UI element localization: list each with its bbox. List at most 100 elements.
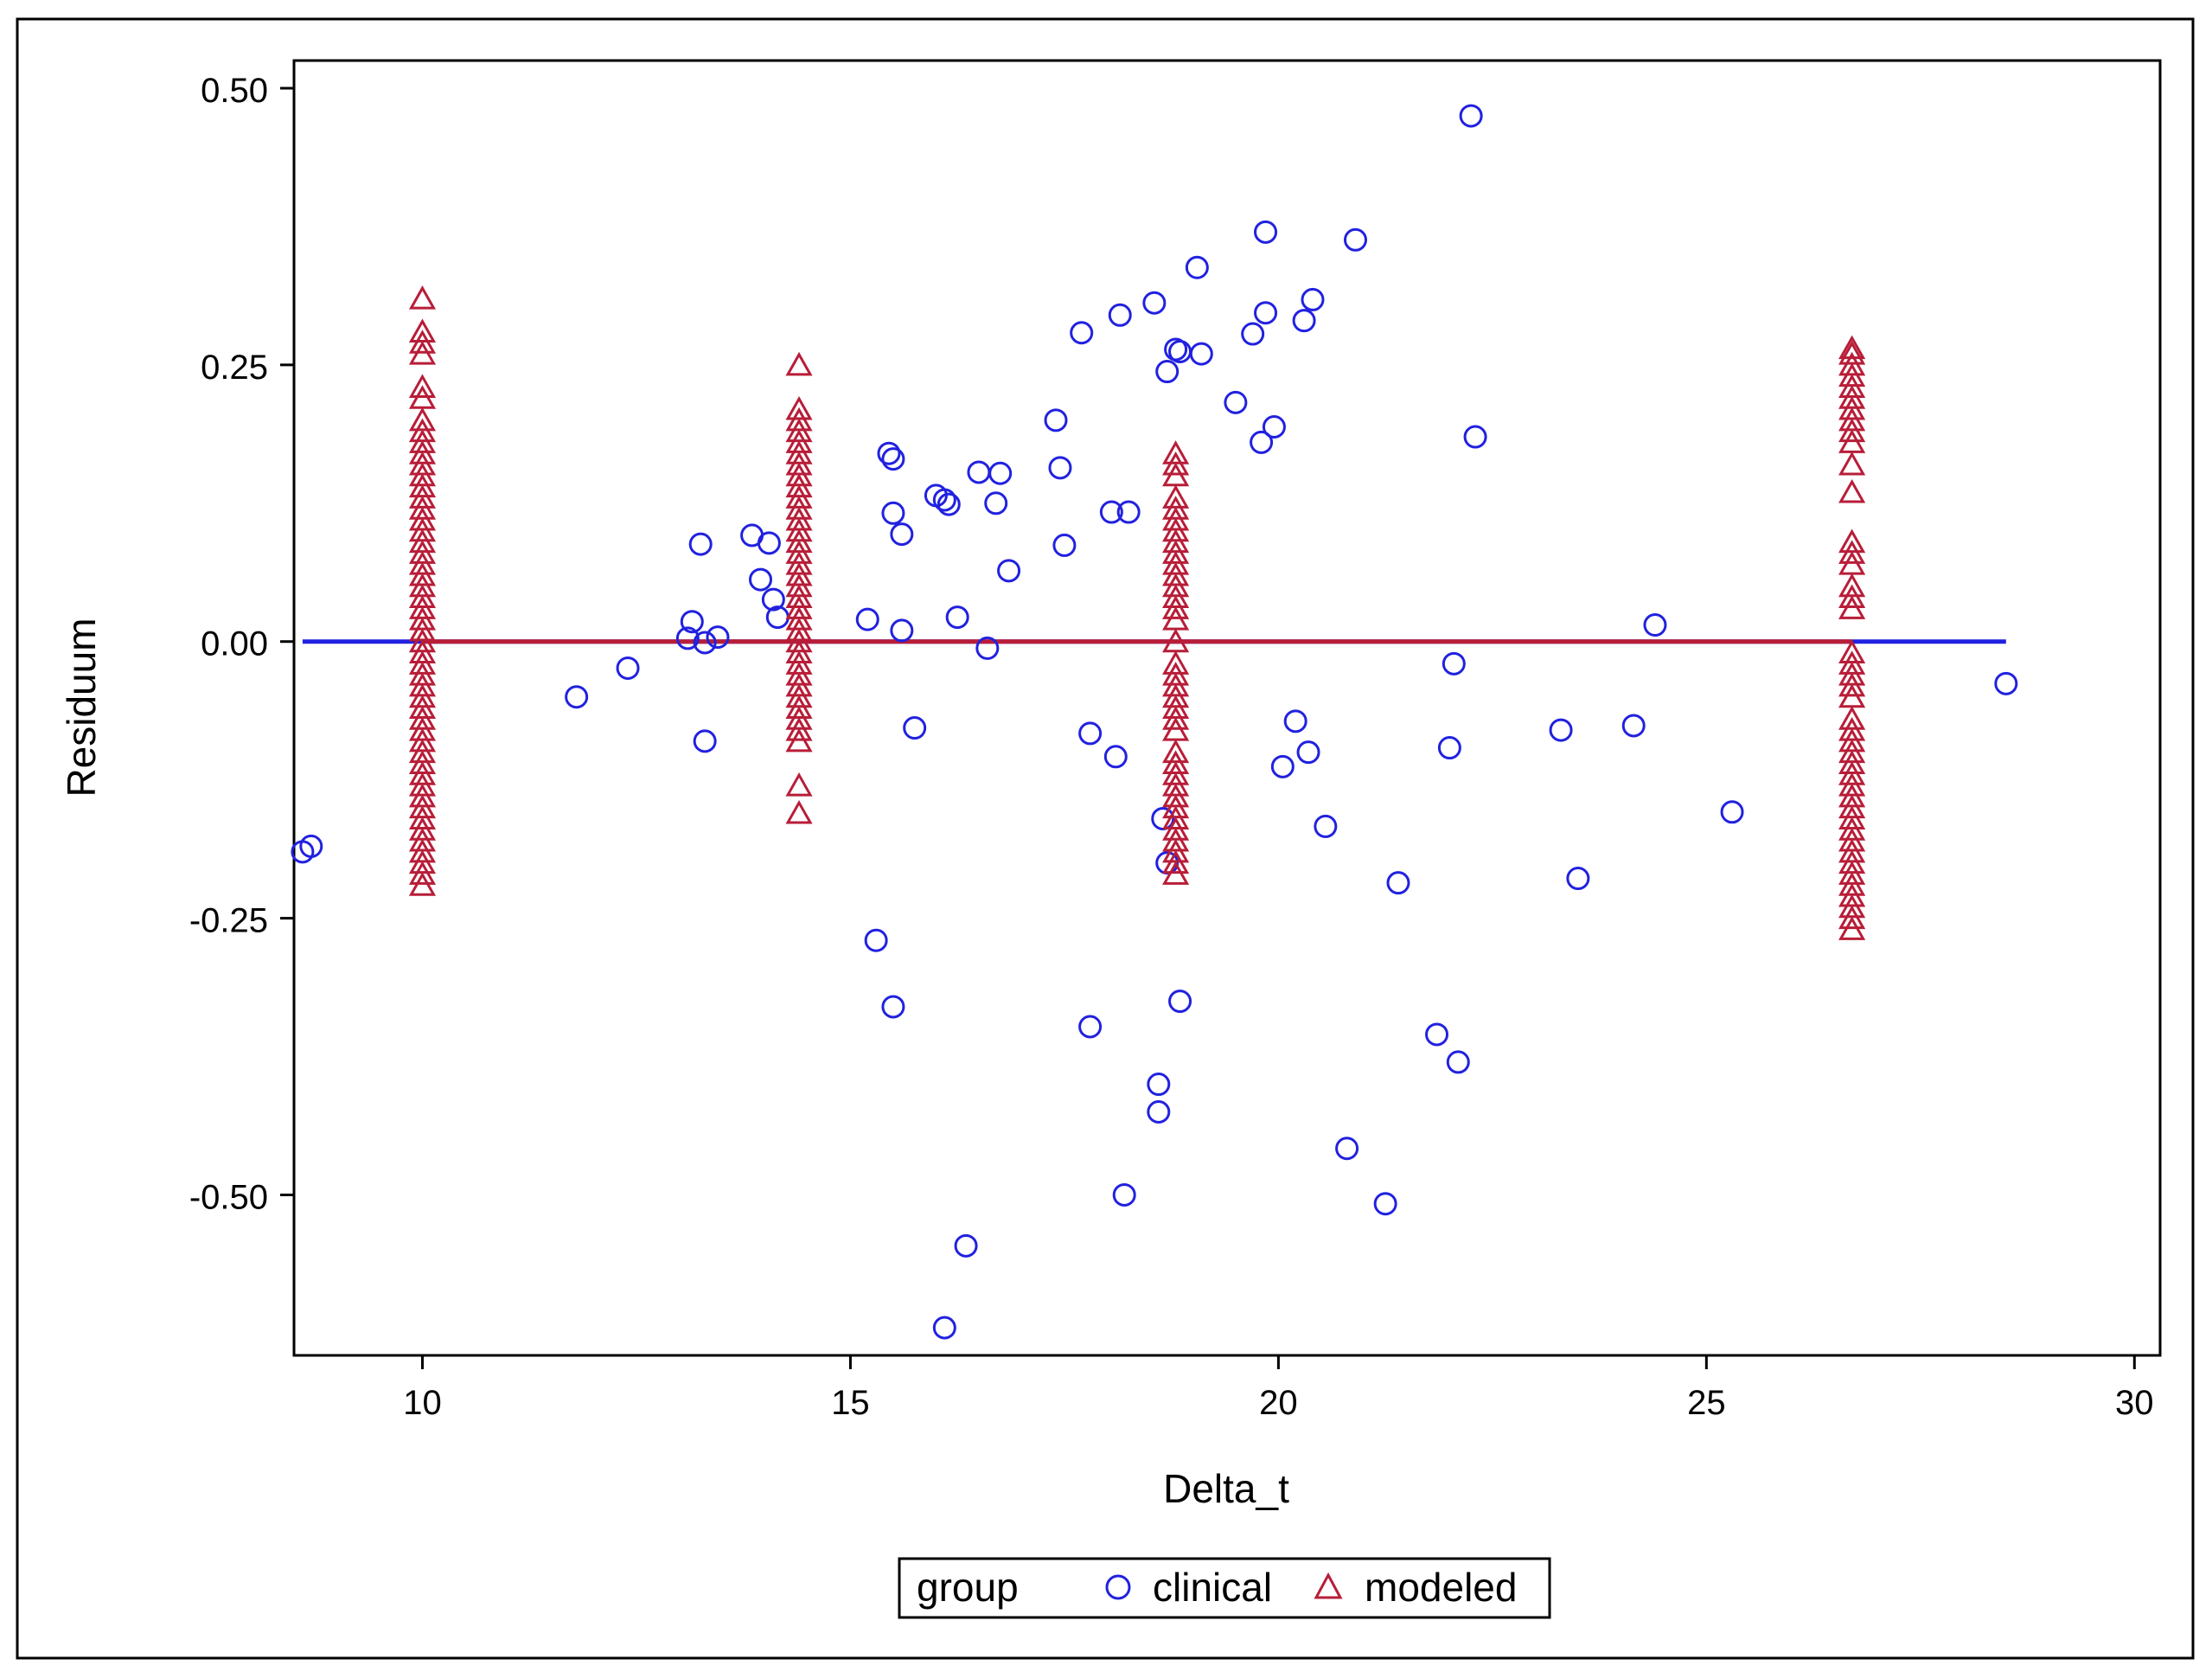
legend-clinical-label: clinical	[1153, 1565, 1272, 1610]
modeled-point	[408, 285, 437, 310]
clinical-point	[945, 605, 969, 630]
clinical-point	[693, 631, 717, 655]
modeled-point	[1838, 672, 1866, 697]
modeled-point	[408, 861, 437, 885]
legend: group clinical modeled	[898, 1557, 1551, 1619]
modeled-point	[1838, 540, 1866, 564]
legend-modeled-marker	[1314, 1572, 1343, 1599]
modeled-point	[1838, 905, 1866, 930]
clinical-point	[1442, 651, 1466, 676]
clinical-point	[1147, 1100, 1171, 1124]
modeled-point	[785, 727, 813, 753]
x-tick-label: 30	[2115, 1384, 2154, 1422]
modeled-point	[785, 800, 813, 824]
clinical-point	[688, 532, 713, 556]
y-tick-label: 0.50	[201, 72, 268, 110]
modeled-point	[785, 351, 813, 376]
clinical-point	[1283, 709, 1307, 733]
modeled-point	[408, 341, 437, 365]
clinical-point	[1103, 745, 1128, 769]
clinical-point	[565, 685, 589, 709]
legend-title: group	[917, 1565, 1019, 1610]
modeled-point	[1162, 451, 1190, 476]
clinical-point	[975, 636, 1000, 660]
x-tick-label: 10	[403, 1384, 442, 1422]
modeled-point	[785, 772, 813, 797]
clinical-point	[693, 729, 717, 753]
clinical-point	[1301, 287, 1325, 311]
y-axis: 0.50 0.25 0.00 -0.25 -0.50	[189, 72, 294, 1216]
modeled-point	[1838, 595, 1866, 619]
clinical-point	[1254, 220, 1278, 244]
legend-modeled-label: modeled	[1365, 1565, 1517, 1610]
clinical-point	[1099, 500, 1123, 524]
clinical-point	[1425, 1022, 1449, 1047]
clinical-point	[890, 618, 914, 643]
clinical-point	[1549, 718, 1573, 742]
clinical-point	[1142, 291, 1167, 315]
clinical-point	[757, 531, 781, 555]
clinical-point	[1254, 301, 1278, 325]
clinical-point	[1185, 255, 1209, 279]
modeled-point	[408, 374, 437, 398]
clinical-point	[903, 716, 927, 740]
legend-clinical-marker	[1105, 1574, 1131, 1600]
clinical-point	[864, 928, 888, 952]
clinical-point	[1446, 1050, 1470, 1074]
clinical-point	[1044, 408, 1068, 432]
modeled-point	[1162, 595, 1190, 619]
modeled-point	[1838, 335, 1866, 360]
clinical-point	[1262, 415, 1286, 439]
clinical-point	[1296, 740, 1320, 765]
clinical-point	[881, 995, 905, 1019]
clinical-point	[937, 492, 961, 516]
modeled-series	[408, 285, 1866, 940]
clinical-point	[1048, 456, 1072, 480]
x-tick-label: 15	[831, 1384, 870, 1422]
clinical-point	[1241, 322, 1265, 346]
x-axis-label: Delta_t	[1163, 1466, 1289, 1511]
clinical-point	[932, 1316, 956, 1340]
clinical-point	[1621, 714, 1646, 738]
clinical-point	[1052, 533, 1077, 557]
clinical-point	[1386, 871, 1410, 895]
plot-area-frame	[292, 59, 2162, 1357]
clinical-point	[706, 625, 730, 650]
legend-box	[898, 1557, 1551, 1619]
clinical-series	[291, 104, 2018, 1340]
clinical-point	[877, 441, 901, 465]
clinical-point	[954, 1233, 978, 1258]
clinical-point	[749, 567, 772, 592]
clinical-point	[881, 447, 905, 471]
clinical-point	[761, 587, 785, 612]
clinical-point	[1108, 303, 1132, 327]
clinical-point	[1994, 671, 2018, 695]
clinical-point	[1373, 1192, 1397, 1216]
modeled-point	[1838, 418, 1866, 443]
clinical-point	[680, 610, 704, 634]
clinical-point	[855, 607, 879, 631]
clinical-point	[675, 626, 700, 650]
clinical-point	[1720, 800, 1744, 824]
modeled-point	[1838, 451, 1866, 476]
clinical-point	[1343, 227, 1367, 252]
clinical-point	[1147, 1073, 1171, 1097]
modeled-point	[1162, 706, 1190, 730]
clinical-point	[1189, 342, 1213, 366]
modeled-point	[408, 330, 437, 354]
clinical-point	[1437, 736, 1461, 760]
clinical-point	[1078, 721, 1103, 746]
modeled-point	[408, 872, 437, 896]
clinical-point	[1112, 1182, 1136, 1207]
clinical-point	[1250, 430, 1274, 454]
clinical-point	[890, 522, 914, 547]
clinical-point	[616, 656, 640, 680]
clinical-point	[1643, 613, 1667, 637]
clinical-point	[1116, 500, 1141, 524]
modeled-point	[1838, 478, 1866, 503]
clinical-point	[881, 501, 905, 525]
clinical-point	[1463, 425, 1487, 449]
clinical-point	[1270, 754, 1295, 778]
